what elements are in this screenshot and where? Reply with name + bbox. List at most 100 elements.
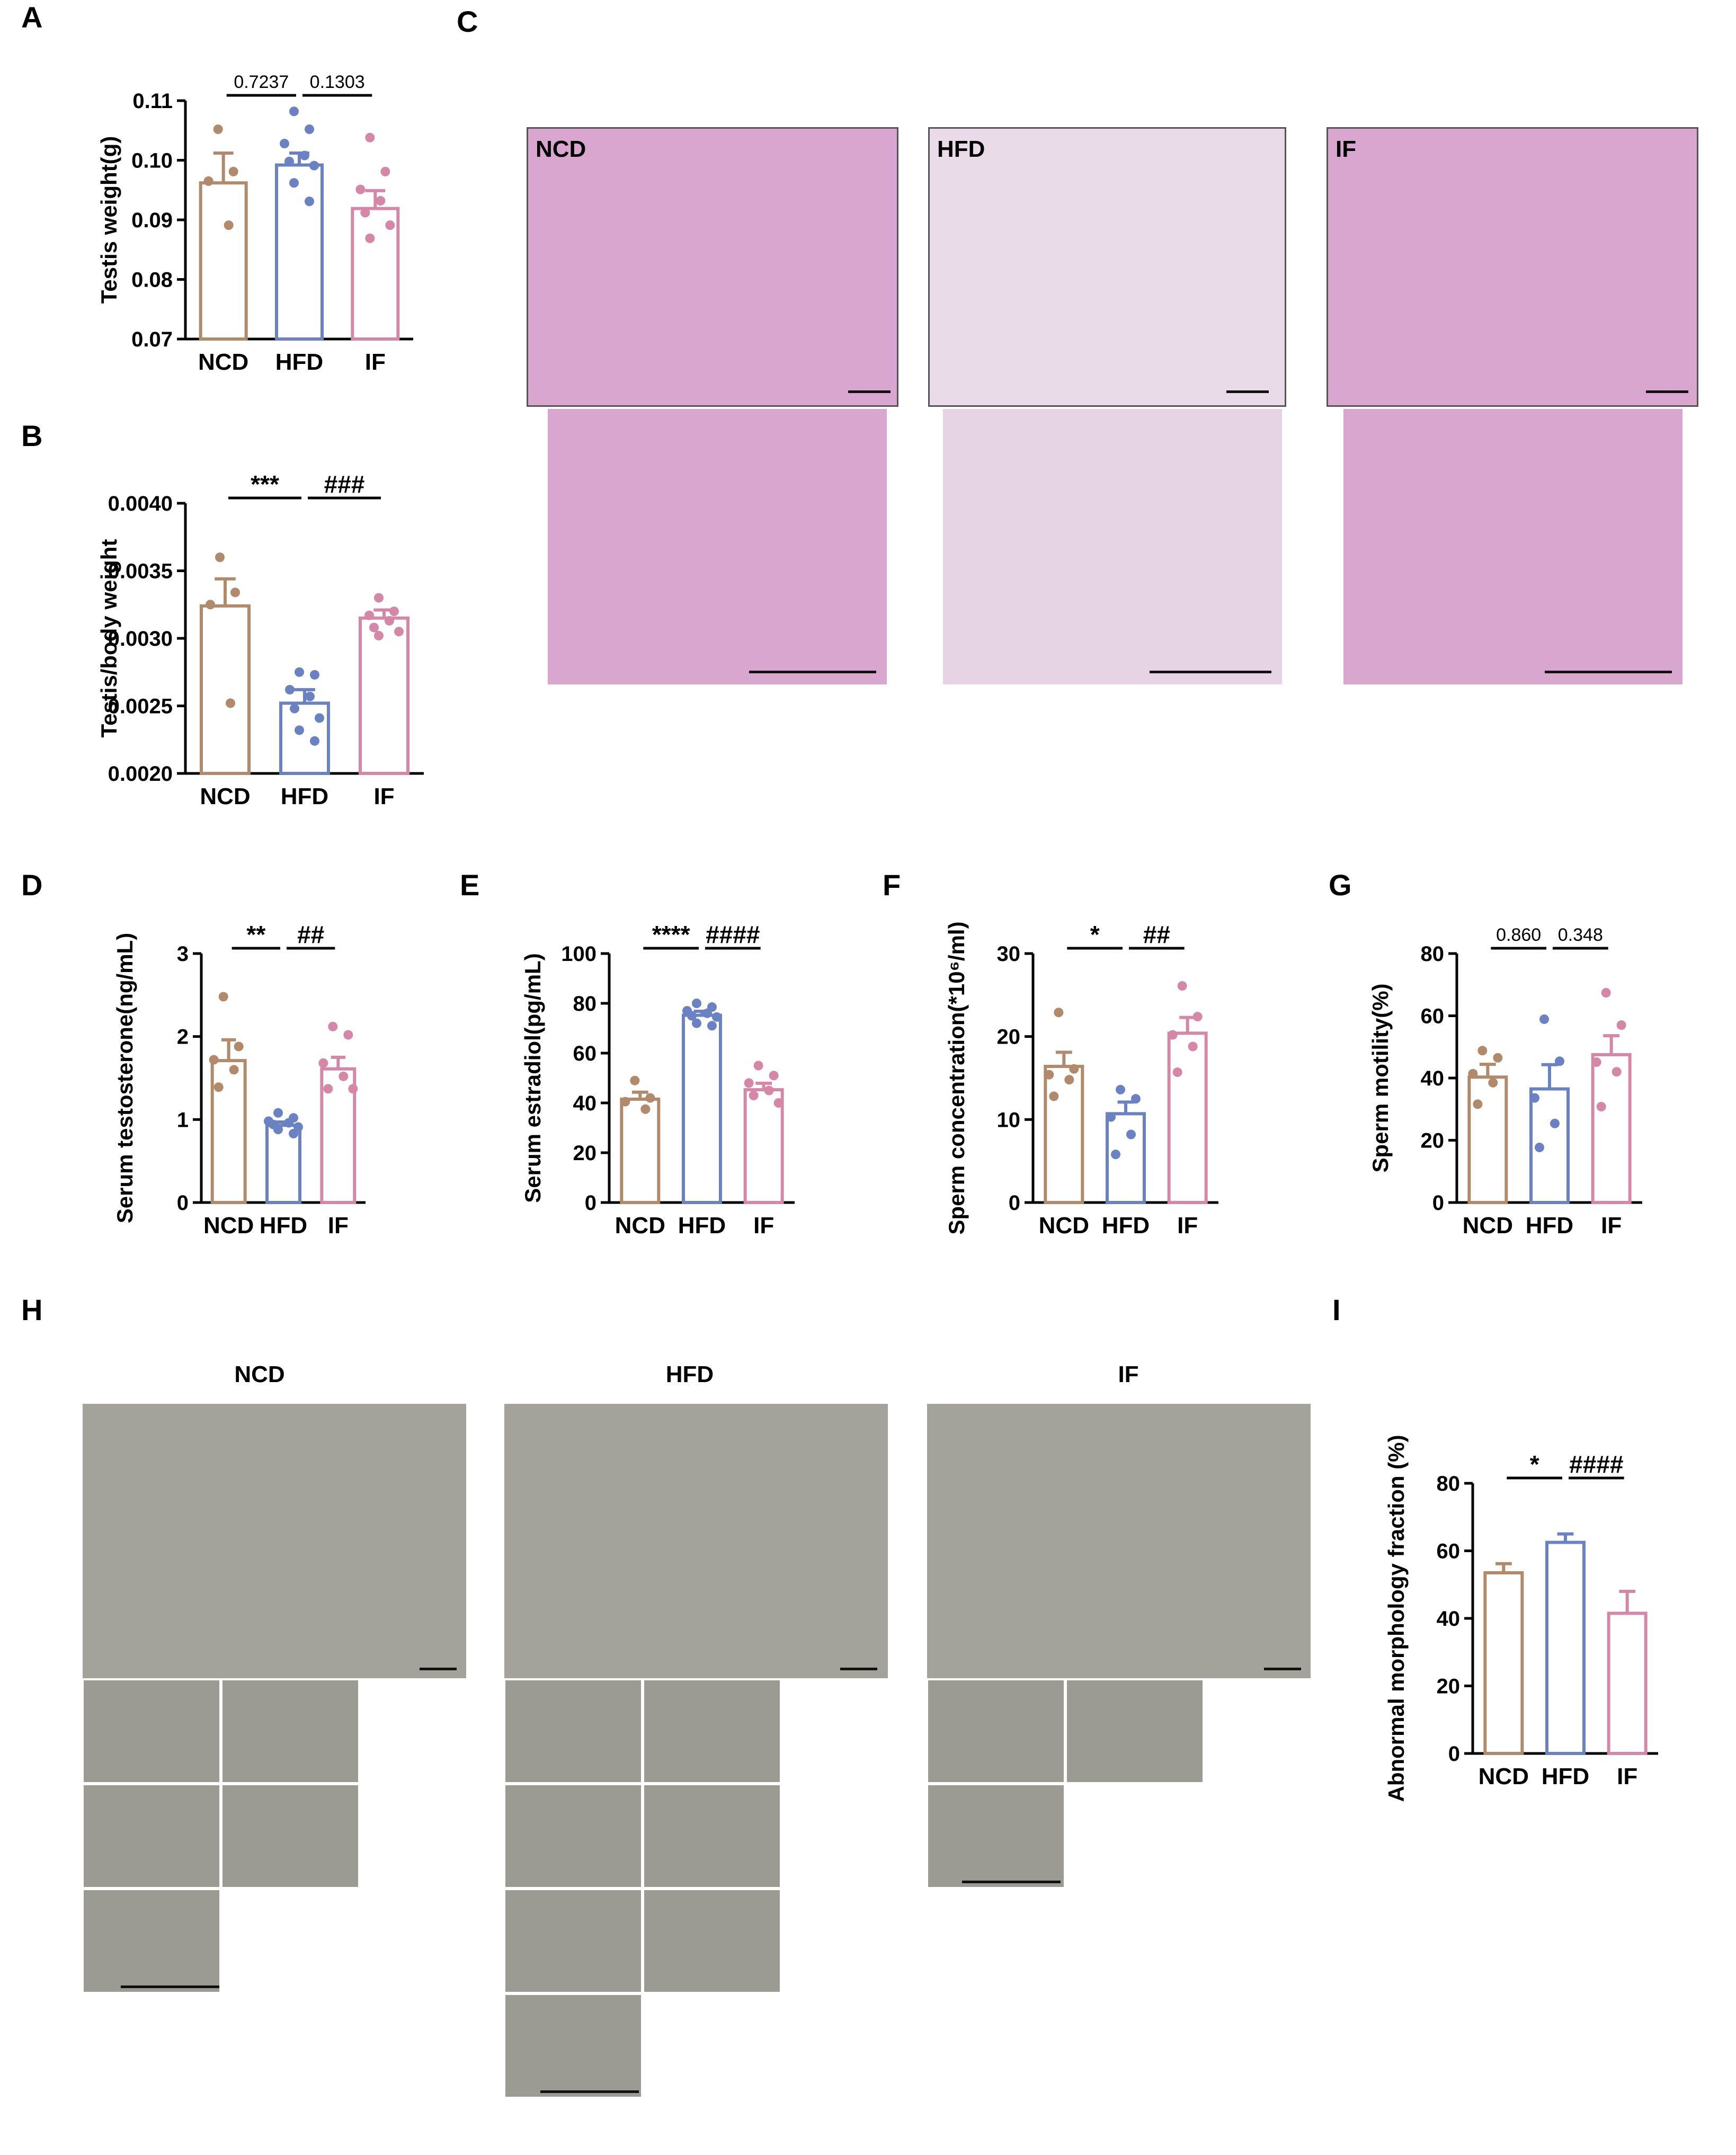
bar [359, 616, 409, 775]
data-point [380, 166, 390, 176]
data-point [295, 725, 304, 735]
data-point [226, 698, 235, 708]
data-point [289, 178, 299, 188]
chart-e: 0 20 40 60 80 100 Serum estradiol(pg/mL) NCD HFD… [520, 921, 795, 1239]
bar [1467, 1075, 1508, 1204]
data-point [206, 600, 215, 610]
data-point [1064, 1075, 1074, 1085]
data-point [1493, 1053, 1503, 1063]
data-point [1177, 981, 1187, 991]
x-tick-label: HFD [275, 349, 323, 375]
sperm-group-title-hfd: HFD [665, 1361, 714, 1387]
significance-label: 0.348 [1558, 925, 1603, 945]
data-point [1601, 988, 1611, 998]
y-tick-label: 60 [1437, 1540, 1461, 1563]
data-point [1555, 1056, 1564, 1066]
y-tick-label: 60 [573, 1042, 597, 1065]
data-point [285, 684, 295, 694]
scale-bar [121, 1985, 219, 1988]
y-tick-label: 100 [561, 942, 597, 966]
bar [1106, 1112, 1146, 1204]
micrograph-ncd-overview: NCD [527, 127, 898, 407]
data-point [289, 1128, 298, 1138]
data-point [213, 1082, 224, 1092]
y-tick-label: 0 [585, 1191, 597, 1215]
significance-label: 0.1303 [310, 72, 365, 92]
y-tick-label: 80 [1421, 942, 1445, 966]
panel-label-i: I [1332, 1293, 1341, 1326]
x-tick-label: IF [1617, 1764, 1637, 1789]
data-point [1116, 1084, 1125, 1094]
micrograph-hfd-zoom [943, 409, 1282, 684]
significance-label: ### [324, 470, 365, 498]
y-axis-label: Serum estradiol(pg/mL) [520, 953, 545, 1203]
x-tick-label: IF [373, 783, 394, 809]
scale-bar [962, 1881, 1061, 1883]
y-tick-label: 0 [1432, 1191, 1444, 1215]
data-point [1172, 1067, 1182, 1078]
bar [279, 701, 330, 775]
data-point [1530, 1093, 1539, 1103]
chart-a: 0.07 0.08 0.09 0.10 0.11 Testis weight(g) NCD H… [96, 72, 413, 375]
data-point [1069, 1064, 1079, 1074]
data-point [234, 1041, 244, 1052]
bar [1607, 1611, 1648, 1755]
data-point [1473, 1099, 1483, 1109]
y-tick-label: 80 [1437, 1472, 1461, 1495]
data-point [1591, 1057, 1601, 1067]
data-point [309, 161, 319, 171]
y-axis-label: Sperm motility(%) [1368, 983, 1393, 1172]
bar [1167, 1031, 1208, 1204]
micrograph-label-ncd: NCD [536, 136, 586, 162]
sperm-thumb [221, 1679, 359, 1783]
x-tick-label: HFD [281, 783, 328, 809]
x-tick-label: IF [328, 1213, 349, 1239]
chart-b: 0.0020 0.0025 0.0030 0.0035 0.0040 Testis/bod… [96, 470, 424, 809]
data-point [215, 553, 225, 562]
data-point [218, 992, 228, 1002]
data-point [310, 736, 319, 746]
data-point [692, 999, 701, 1008]
chart-g: 0 20 40 60 80 Sperm motility(%) NCD HFD IF 0.860 0… [1368, 925, 1642, 1239]
chart-f: 0 10 20 30 Sperm concentration(*10⁶/ml) NCD HF… [944, 921, 1218, 1239]
data-point [1539, 1014, 1549, 1024]
sperm-thumb [643, 1889, 781, 1993]
data-point [1168, 1030, 1178, 1040]
bar [210, 1059, 247, 1204]
x-tick-label: NCD [203, 1213, 254, 1239]
y-tick-label: 20 [997, 1026, 1021, 1049]
x-tick-label: NCD [1463, 1213, 1513, 1239]
y-axis-label: Abnormal morphology fraction (%) [1384, 1435, 1409, 1802]
data-point [1616, 1020, 1626, 1030]
y-tick-label: 0 [1009, 1191, 1020, 1215]
bar [620, 1097, 661, 1205]
data-point [702, 1008, 712, 1018]
micrograph-label-if: IF [1336, 136, 1357, 162]
sperm-overview-if [927, 1404, 1311, 1678]
data-point [1054, 1008, 1064, 1018]
data-point [773, 1098, 784, 1108]
data-point [369, 622, 379, 633]
x-tick-label: HFD [260, 1213, 307, 1239]
x-tick-label: NCD [200, 783, 250, 809]
sperm-group-title-if: IF [1118, 1361, 1139, 1387]
x-tick-label: NCD [615, 1213, 665, 1239]
panel-label-c: C [457, 5, 478, 38]
data-point [365, 233, 375, 243]
bar [1545, 1540, 1586, 1755]
y-tick-label: 40 [1421, 1067, 1445, 1090]
significance-label: ## [297, 921, 324, 948]
data-point [284, 1118, 293, 1128]
sperm-thumb [504, 1889, 642, 1993]
y-tick-label: 0.0040 [108, 492, 173, 515]
sperm-thumb [643, 1679, 781, 1783]
data-point [630, 1075, 640, 1085]
y-tick-label: 0.10 [131, 149, 173, 173]
data-point [374, 630, 384, 640]
data-point [293, 1122, 303, 1132]
data-point [1488, 1078, 1498, 1088]
data-point [389, 607, 399, 616]
sperm-thumb [83, 1679, 220, 1783]
data-point [385, 220, 395, 230]
y-tick-label: 40 [1437, 1607, 1461, 1631]
